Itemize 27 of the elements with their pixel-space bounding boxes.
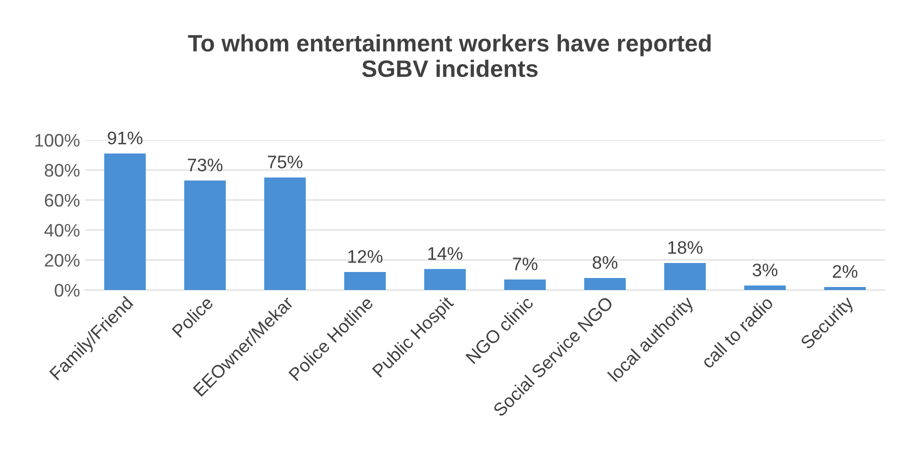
- bar: [344, 272, 386, 290]
- bar: [584, 278, 626, 290]
- bar: [104, 154, 146, 290]
- bar: [664, 263, 706, 290]
- data-label: 8%: [592, 256, 618, 269]
- data-label: 18%: [668, 241, 702, 254]
- data-label: 75%: [268, 156, 302, 168]
- y-tick-label: 60%: [44, 194, 80, 207]
- y-tick-label: 40%: [44, 224, 80, 237]
- data-label: 2%: [832, 265, 858, 278]
- data-label: 3%: [752, 264, 778, 276]
- bar: [184, 180, 226, 290]
- chart-title: To whom entertainment workers have reported SGBV incidents: [188, 34, 711, 78]
- bar: [264, 178, 306, 290]
- data-label: 14%: [428, 247, 462, 260]
- bar: [744, 286, 786, 290]
- y-tick-label: 100%: [35, 134, 80, 147]
- data-label: 73%: [188, 158, 222, 172]
- data-label: 12%: [348, 250, 382, 263]
- y-tick-label: 80%: [44, 164, 80, 177]
- y-tick-label: 0%: [54, 284, 80, 297]
- bar: [424, 269, 466, 290]
- data-label: 7%: [512, 258, 538, 270]
- y-tick-label: 20%: [44, 254, 80, 267]
- data-label: 91%: [108, 132, 142, 144]
- bar: [824, 287, 866, 290]
- bar: [504, 280, 546, 290]
